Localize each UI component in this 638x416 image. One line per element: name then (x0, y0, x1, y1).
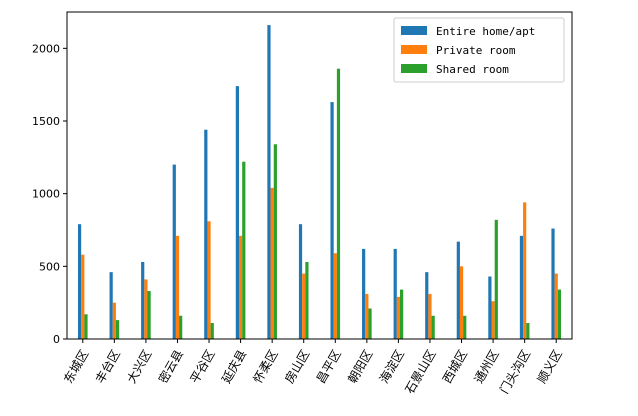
bar-entire-home-apt (141, 261, 145, 339)
bar-shared-room (273, 144, 277, 339)
bar-private-room (554, 273, 558, 339)
legend-label: Entire home/apt (436, 25, 535, 38)
bar-entire-home-apt (519, 235, 524, 339)
bar-private-room (333, 253, 337, 339)
bar-entire-home-apt (109, 272, 113, 339)
plot-frame (66, 11, 573, 340)
bar-entire-home-apt (425, 272, 429, 339)
bar-private-room (491, 301, 495, 339)
bar-private-room (396, 296, 401, 339)
x-tick-label: 房山区 (281, 347, 312, 386)
bar-private-room (175, 235, 180, 339)
x-tick-label: 东城区 (61, 348, 91, 386)
bar-entire-home-apt (204, 129, 208, 339)
legend-label: Private room (436, 44, 516, 57)
x-tick-label: 昌平区 (314, 348, 344, 386)
bar-entire-home-apt (456, 241, 460, 339)
bar-private-room (523, 202, 527, 339)
bar-shared-room (305, 261, 309, 339)
bar-entire-home-apt (235, 86, 239, 340)
x-tick-label: 通州区 (472, 348, 502, 386)
y-tick-label: 1500 (32, 115, 60, 128)
bar-shared-room (463, 315, 467, 339)
x-tick-label: 顺义区 (535, 348, 565, 386)
bar-shared-room (494, 219, 498, 339)
bar-private-room (428, 293, 432, 339)
bar-entire-home-apt (551, 228, 555, 339)
bar-shared-room (431, 315, 435, 339)
x-tick-label: 海淀区 (376, 347, 407, 386)
bar-shared-room (368, 308, 372, 339)
bar-shared-room (210, 323, 214, 339)
y-tick-label: 2000 (32, 42, 60, 55)
legend-swatch (401, 26, 427, 35)
bar-entire-home-apt (330, 102, 334, 340)
bar-shared-room (557, 289, 562, 339)
y-tick-label: 500 (39, 260, 60, 273)
legend-label: Shared room (436, 63, 509, 76)
bar-entire-home-apt (77, 224, 82, 339)
bar-private-room (81, 254, 85, 339)
x-tick-label: 密云县 (155, 347, 186, 386)
bar-private-room (112, 302, 116, 339)
bar-entire-home-apt (267, 25, 271, 340)
bar-shared-room (147, 291, 151, 339)
bar-entire-home-apt (172, 164, 176, 339)
bar-shared-room (242, 161, 246, 339)
x-tick-label: 平谷区 (187, 348, 217, 386)
bar-entire-home-apt (362, 248, 366, 339)
x-tick-label: 石景山区 (402, 348, 438, 397)
x-tick-label: 西城区 (440, 348, 470, 386)
bar-private-room (302, 273, 306, 339)
legend-box (393, 17, 565, 83)
bar-shared-room (179, 315, 183, 339)
bar-entire-home-apt (298, 224, 303, 339)
bar-shared-room (115, 320, 120, 339)
x-tick-label: 朝阳区 (345, 348, 375, 386)
bar-entire-home-apt (393, 248, 397, 339)
bar-entire-home-apt (488, 276, 492, 339)
bar-private-room (144, 279, 148, 339)
legend-swatch (401, 45, 427, 54)
bar-shared-room (84, 314, 88, 339)
bar-private-room (365, 293, 369, 339)
x-tick-label: 怀柔区 (251, 348, 281, 386)
bar-private-room (238, 235, 243, 339)
bar-shared-room (400, 289, 404, 339)
bar-shared-room (336, 68, 341, 340)
bar-private-room (270, 187, 274, 339)
bar-private-room (459, 266, 464, 339)
bar-shared-room (526, 323, 530, 339)
x-tick-label: 大兴区 (124, 348, 154, 386)
x-tick-label: 延庆县 (219, 348, 249, 386)
y-tick-label: 1000 (32, 188, 60, 201)
x-tick-label: 丰台区 (92, 347, 123, 386)
bar-private-room (207, 221, 211, 339)
legend-swatch (401, 64, 427, 73)
y-tick-label: 0 (53, 333, 60, 346)
x-tick-label: 门头沟区 (496, 347, 533, 396)
